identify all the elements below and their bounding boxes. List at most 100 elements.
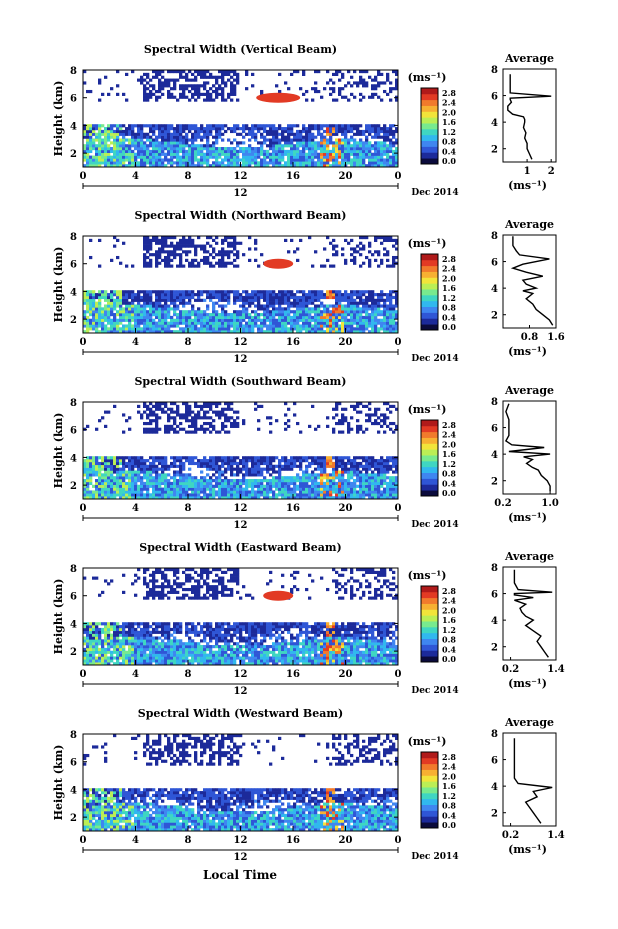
heatmap-cell	[371, 95, 375, 99]
heatmap-cell	[395, 147, 399, 151]
heatmap-cell	[221, 78, 225, 82]
heatmap-cell	[335, 493, 339, 497]
heatmap-cell	[224, 321, 228, 325]
heatmap-cell	[341, 484, 345, 488]
heatmap-cell	[107, 481, 111, 486]
heatmap-cell	[263, 479, 267, 483]
heatmap-cell	[98, 164, 102, 168]
heatmap-cell	[230, 141, 234, 145]
heatmap-cell	[203, 161, 207, 165]
heatmap-cell	[329, 138, 333, 142]
heatmap-cell	[335, 490, 339, 494]
heatmap-cell	[143, 87, 147, 91]
heatmap-cell	[236, 78, 240, 82]
heatmap-cell	[203, 416, 207, 420]
heatmap-cell	[224, 290, 228, 294]
heatmap-cell	[395, 158, 399, 162]
heatmap-cell	[173, 135, 177, 139]
heatmap-cell	[191, 78, 195, 82]
heatmap-cell	[359, 161, 363, 165]
heatmap-cell	[374, 152, 378, 156]
heatmap-cell	[185, 496, 189, 500]
heatmap-cell	[233, 147, 237, 151]
heatmap-cell	[233, 484, 237, 488]
heatmap-cell	[152, 430, 156, 434]
x-tick-label: 4	[132, 337, 139, 348]
heatmap-cell	[164, 129, 168, 134]
heatmap-cell	[296, 487, 300, 491]
heatmap-cell	[92, 307, 96, 311]
heatmap-cell	[332, 244, 336, 248]
x-tick-label: 0	[395, 337, 402, 348]
heatmap-cell	[194, 430, 198, 434]
heatmap-cell	[359, 158, 363, 162]
heatmap-cell	[146, 95, 150, 99]
heatmap-cell	[323, 487, 327, 491]
heatmap-cell	[155, 490, 159, 494]
heatmap-cell	[137, 155, 141, 159]
heatmap-cell	[269, 459, 273, 463]
heatmap-cell	[371, 147, 375, 151]
colorbar: (ms⁻¹)2.82.42.01.61.20.80.40.0	[408, 71, 457, 166]
heatmap-cell	[269, 138, 273, 142]
heatmap-cell	[227, 315, 231, 320]
heatmap-cell	[323, 293, 327, 297]
heatmap-cell	[248, 327, 252, 331]
heatmap-cell	[224, 330, 228, 334]
heatmap-cell	[233, 127, 237, 131]
heatmap-cell	[290, 161, 294, 165]
heatmap-cell	[233, 236, 237, 240]
heatmap-cell	[257, 490, 261, 494]
heatmap-cell	[344, 307, 348, 311]
heatmap-cell	[350, 295, 354, 300]
heatmap-cell	[392, 315, 396, 320]
heatmap-cell	[143, 484, 147, 488]
heatmap-cell	[377, 84, 381, 88]
panel-title: Spectral Width (Southward Beam)	[134, 375, 346, 388]
panel-1: Spectral Width (Vertical Beam)0 4 8 12 16 20 0…	[52, 43, 557, 199]
heatmap-cell	[395, 70, 399, 74]
heatmap-cell	[197, 144, 201, 148]
heatmap-cell	[344, 419, 348, 423]
heatmap-cell	[131, 70, 135, 74]
heatmap-cell	[314, 456, 318, 460]
heatmap-cell	[125, 127, 129, 131]
heatmap-cell	[209, 132, 213, 136]
heatmap-cell	[194, 493, 198, 497]
heatmap-cell	[341, 493, 345, 497]
heatmap-cell	[329, 330, 333, 334]
heatmap-cell	[254, 490, 258, 494]
heatmap-cell	[374, 144, 378, 148]
heatmap-cell	[143, 264, 147, 268]
heatmap-cell	[266, 330, 270, 334]
heatmap-cell	[287, 290, 291, 294]
heatmap-cell	[125, 147, 129, 151]
heatmap-cell	[230, 261, 234, 265]
heatmap-cell	[224, 236, 228, 240]
heatmap-cell	[215, 324, 219, 328]
heatmap-cell	[395, 72, 399, 76]
heatmap-cell	[374, 135, 378, 139]
colorbar-segment	[421, 93, 438, 101]
heatmap-cell	[188, 324, 192, 328]
heatmap-cell	[377, 250, 381, 254]
heatmap-cell	[314, 473, 318, 477]
heatmap-cell	[320, 138, 324, 142]
heatmap-cell	[185, 72, 189, 76]
heatmap-cell	[158, 247, 162, 251]
heatmap-cell	[224, 84, 228, 88]
heatmap-cell	[221, 89, 225, 94]
heatmap-cell	[359, 236, 363, 240]
heatmap-cell	[146, 487, 150, 491]
heatmap-cell	[173, 473, 177, 477]
heatmap-cell	[272, 496, 276, 500]
heatmap-cell	[272, 138, 276, 142]
heatmap-cell	[167, 313, 171, 317]
heatmap-cell	[86, 456, 90, 460]
heatmap-cell	[194, 92, 198, 96]
heatmap-cell	[113, 124, 117, 128]
heatmap-cell	[230, 487, 234, 491]
heatmap-cell	[173, 247, 177, 251]
heatmap-cell	[359, 487, 363, 491]
heatmap-cell	[95, 124, 99, 128]
